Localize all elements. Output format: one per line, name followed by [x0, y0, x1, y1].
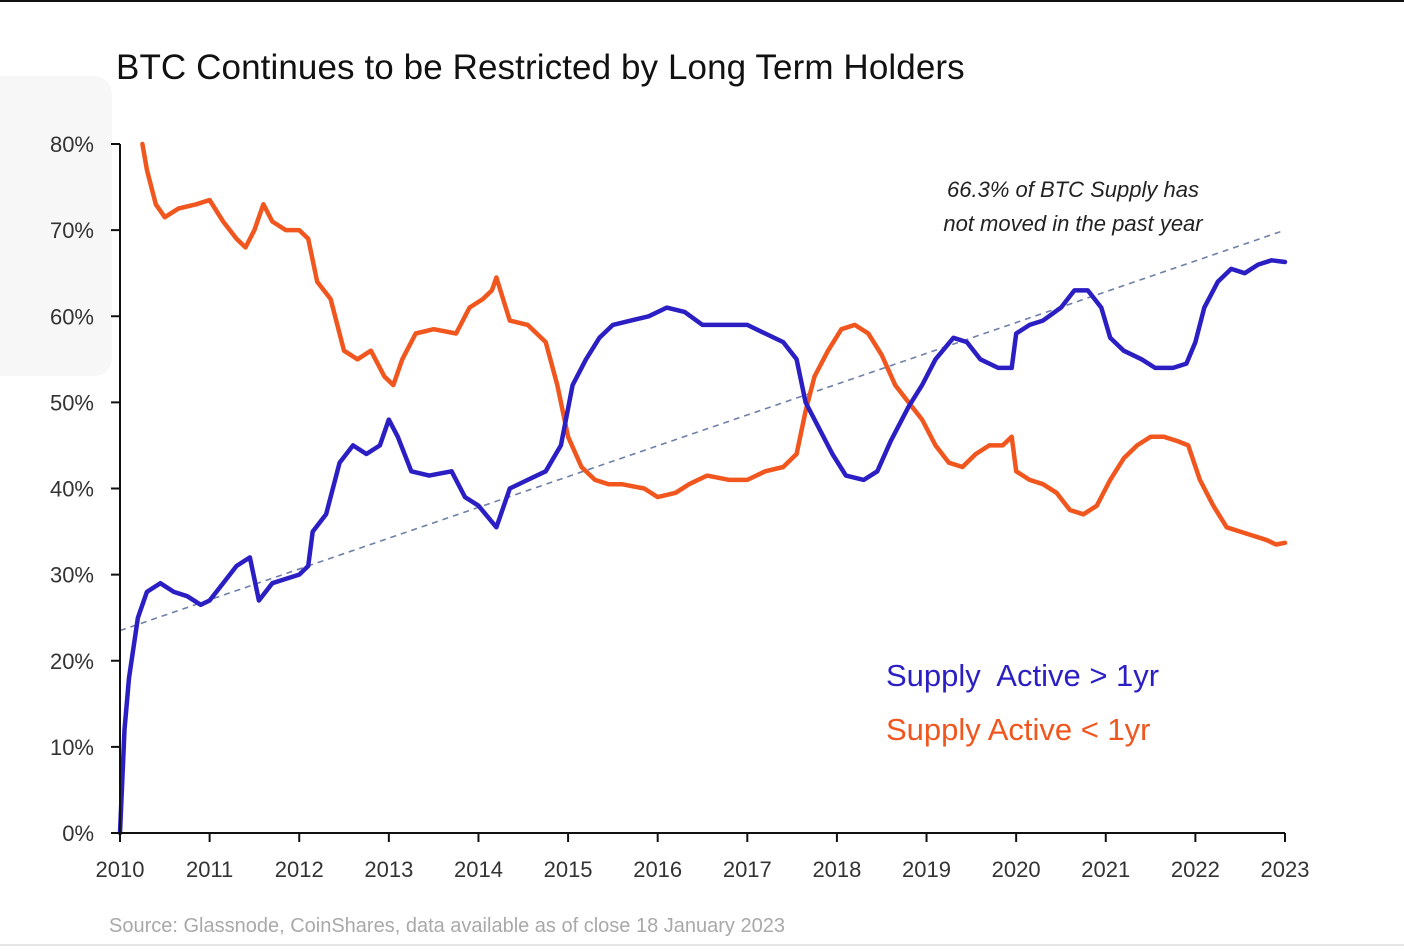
faded-side-panel [0, 76, 112, 376]
bottom-rule [0, 944, 1404, 946]
top-rule [0, 0, 1404, 2]
y-tick-label: 50% [50, 390, 94, 415]
y-tick-label: 20% [50, 649, 94, 674]
y-tick-label: 10% [50, 735, 94, 760]
x-tick-label: 2011 [186, 857, 233, 882]
x-tick-label: 2023 [1261, 857, 1310, 882]
x-axis-ticks: 2010 2011 2012 2013 2014 2015 2016 2017 2018 2019… [96, 833, 1310, 882]
series-line-supply-active-under-1yr [140, 141, 1288, 547]
source-note: Source: Glassnode, CoinShares, data avai… [109, 915, 785, 937]
y-axis-ticks: 0% 10% 20% 30% 40% 50% 60% 70% 80% [50, 132, 120, 846]
trendline-layer [119, 229, 1286, 632]
x-tick-label: 2010 [96, 857, 145, 882]
x-tick-label: 2013 [364, 857, 413, 882]
x-tick-label: 2017 [723, 857, 772, 882]
x-tick-label: 2021 [1081, 857, 1130, 882]
annotation-line-1: 66.3% of BTC Supply has [947, 177, 1199, 202]
x-tick-label: 2020 [992, 857, 1041, 882]
y-tick-label: 80% [50, 132, 94, 157]
x-tick-label: 2019 [902, 857, 951, 882]
chart-title: BTC Continues to be Restricted by Long T… [116, 48, 965, 87]
y-tick-label: 70% [50, 218, 94, 243]
x-tick-label: 2022 [1171, 857, 1220, 882]
series-line-supply-active-over-1yr [117, 258, 1288, 836]
x-tick-label: 2015 [544, 857, 593, 882]
legend-supply-active-under-1yr: Supply Active < 1yr [886, 712, 1151, 747]
y-tick-label: 0% [62, 821, 94, 846]
x-tick-label: 2016 [633, 857, 682, 882]
y-tick-label: 60% [50, 304, 94, 329]
legend-supply-active-over-1yr: Supply Active > 1yr [886, 658, 1159, 693]
annotation-line-2: not moved in the past year [943, 211, 1204, 236]
trendline [119, 229, 1286, 632]
series-layer [117, 141, 1288, 836]
x-tick-label: 2018 [812, 857, 861, 882]
y-tick-label: 40% [50, 477, 94, 502]
x-tick-label: 2014 [454, 857, 503, 882]
y-tick-label: 30% [50, 563, 94, 588]
x-tick-label: 2012 [275, 857, 324, 882]
